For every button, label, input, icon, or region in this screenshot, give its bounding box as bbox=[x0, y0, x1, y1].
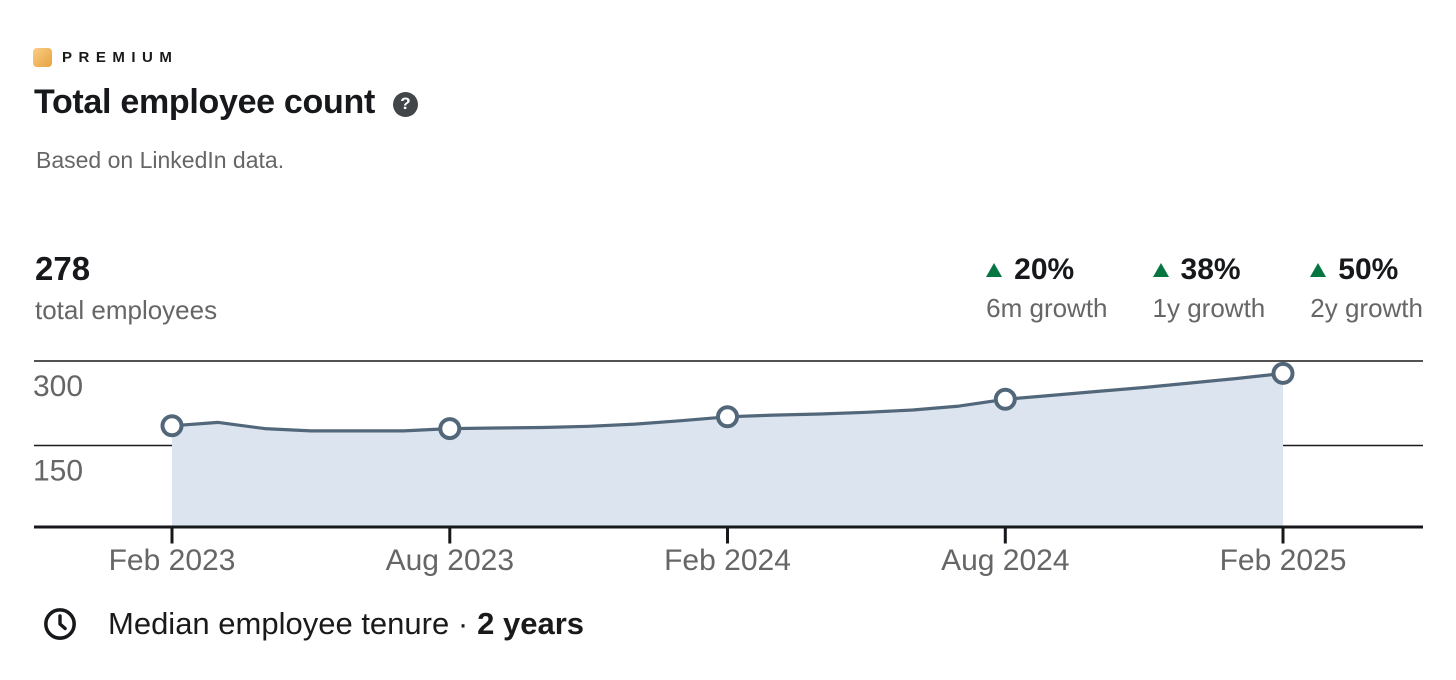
premium-badge: PREMIUM bbox=[33, 48, 178, 67]
data-point-marker[interactable] bbox=[160, 414, 184, 438]
growth-stat-6m: 20% 6m growth bbox=[986, 250, 1108, 324]
growth-label-2y: 2y growth bbox=[1310, 293, 1423, 323]
x-axis-label: Aug 2023 bbox=[386, 544, 514, 577]
data-point-marker[interactable] bbox=[1271, 361, 1295, 385]
y-axis-label: 150 bbox=[33, 455, 83, 488]
title-row: Total employee count ? bbox=[34, 83, 418, 122]
x-axis-label: Feb 2023 bbox=[109, 544, 236, 577]
clock-icon bbox=[44, 608, 76, 640]
subtitle: Based on LinkedIn data. bbox=[36, 147, 285, 173]
premium-label: PREMIUM bbox=[62, 49, 179, 66]
data-point-marker[interactable] bbox=[716, 405, 739, 429]
growth-value-2y: 50% bbox=[1338, 253, 1399, 286]
median-tenure-row: Median employee tenure · 2 years bbox=[43, 606, 584, 642]
growth-label-6m: 6m growth bbox=[986, 293, 1108, 323]
x-axis-label: Aug 2024 bbox=[941, 544, 1069, 577]
x-axis-label: Feb 2024 bbox=[664, 544, 791, 577]
x-axis-label: Feb 2025 bbox=[1220, 544, 1347, 577]
growth-value-6m: 20% bbox=[1014, 253, 1075, 286]
growth-up-icon bbox=[1310, 263, 1327, 277]
total-employees-value: 278 bbox=[35, 250, 91, 287]
growth-up-icon bbox=[986, 263, 1003, 277]
growth-value-1y: 38% bbox=[1180, 253, 1241, 286]
median-tenure-label: Median employee tenure · bbox=[108, 606, 469, 641]
growth-up-icon bbox=[1152, 263, 1169, 277]
total-employees-stat: 278 total employees bbox=[35, 250, 217, 326]
premium-icon bbox=[33, 48, 52, 67]
growth-stat-2y: 50% 2y growth bbox=[1310, 250, 1423, 324]
data-point-marker[interactable] bbox=[993, 387, 1017, 411]
growth-label-1y: 1y growth bbox=[1152, 293, 1266, 323]
total-employees-label: total employees bbox=[35, 294, 218, 325]
chart-area bbox=[172, 373, 1283, 526]
stats-row: 278 total employees 20% 6m growth 38% 1y… bbox=[35, 250, 1423, 326]
page-title: Total employee count bbox=[34, 83, 375, 121]
y-axis-label: 300 bbox=[33, 370, 83, 403]
median-tenure-text: Median employee tenure · 2 years bbox=[108, 606, 584, 642]
growth-group: 20% 6m growth 38% 1y growth 50% 2y growt… bbox=[986, 250, 1423, 324]
growth-stat-1y: 38% 1y growth bbox=[1152, 250, 1266, 324]
median-tenure-value: 2 years bbox=[477, 606, 585, 641]
data-point-marker[interactable] bbox=[438, 417, 462, 441]
help-icon[interactable]: ? bbox=[392, 91, 418, 117]
